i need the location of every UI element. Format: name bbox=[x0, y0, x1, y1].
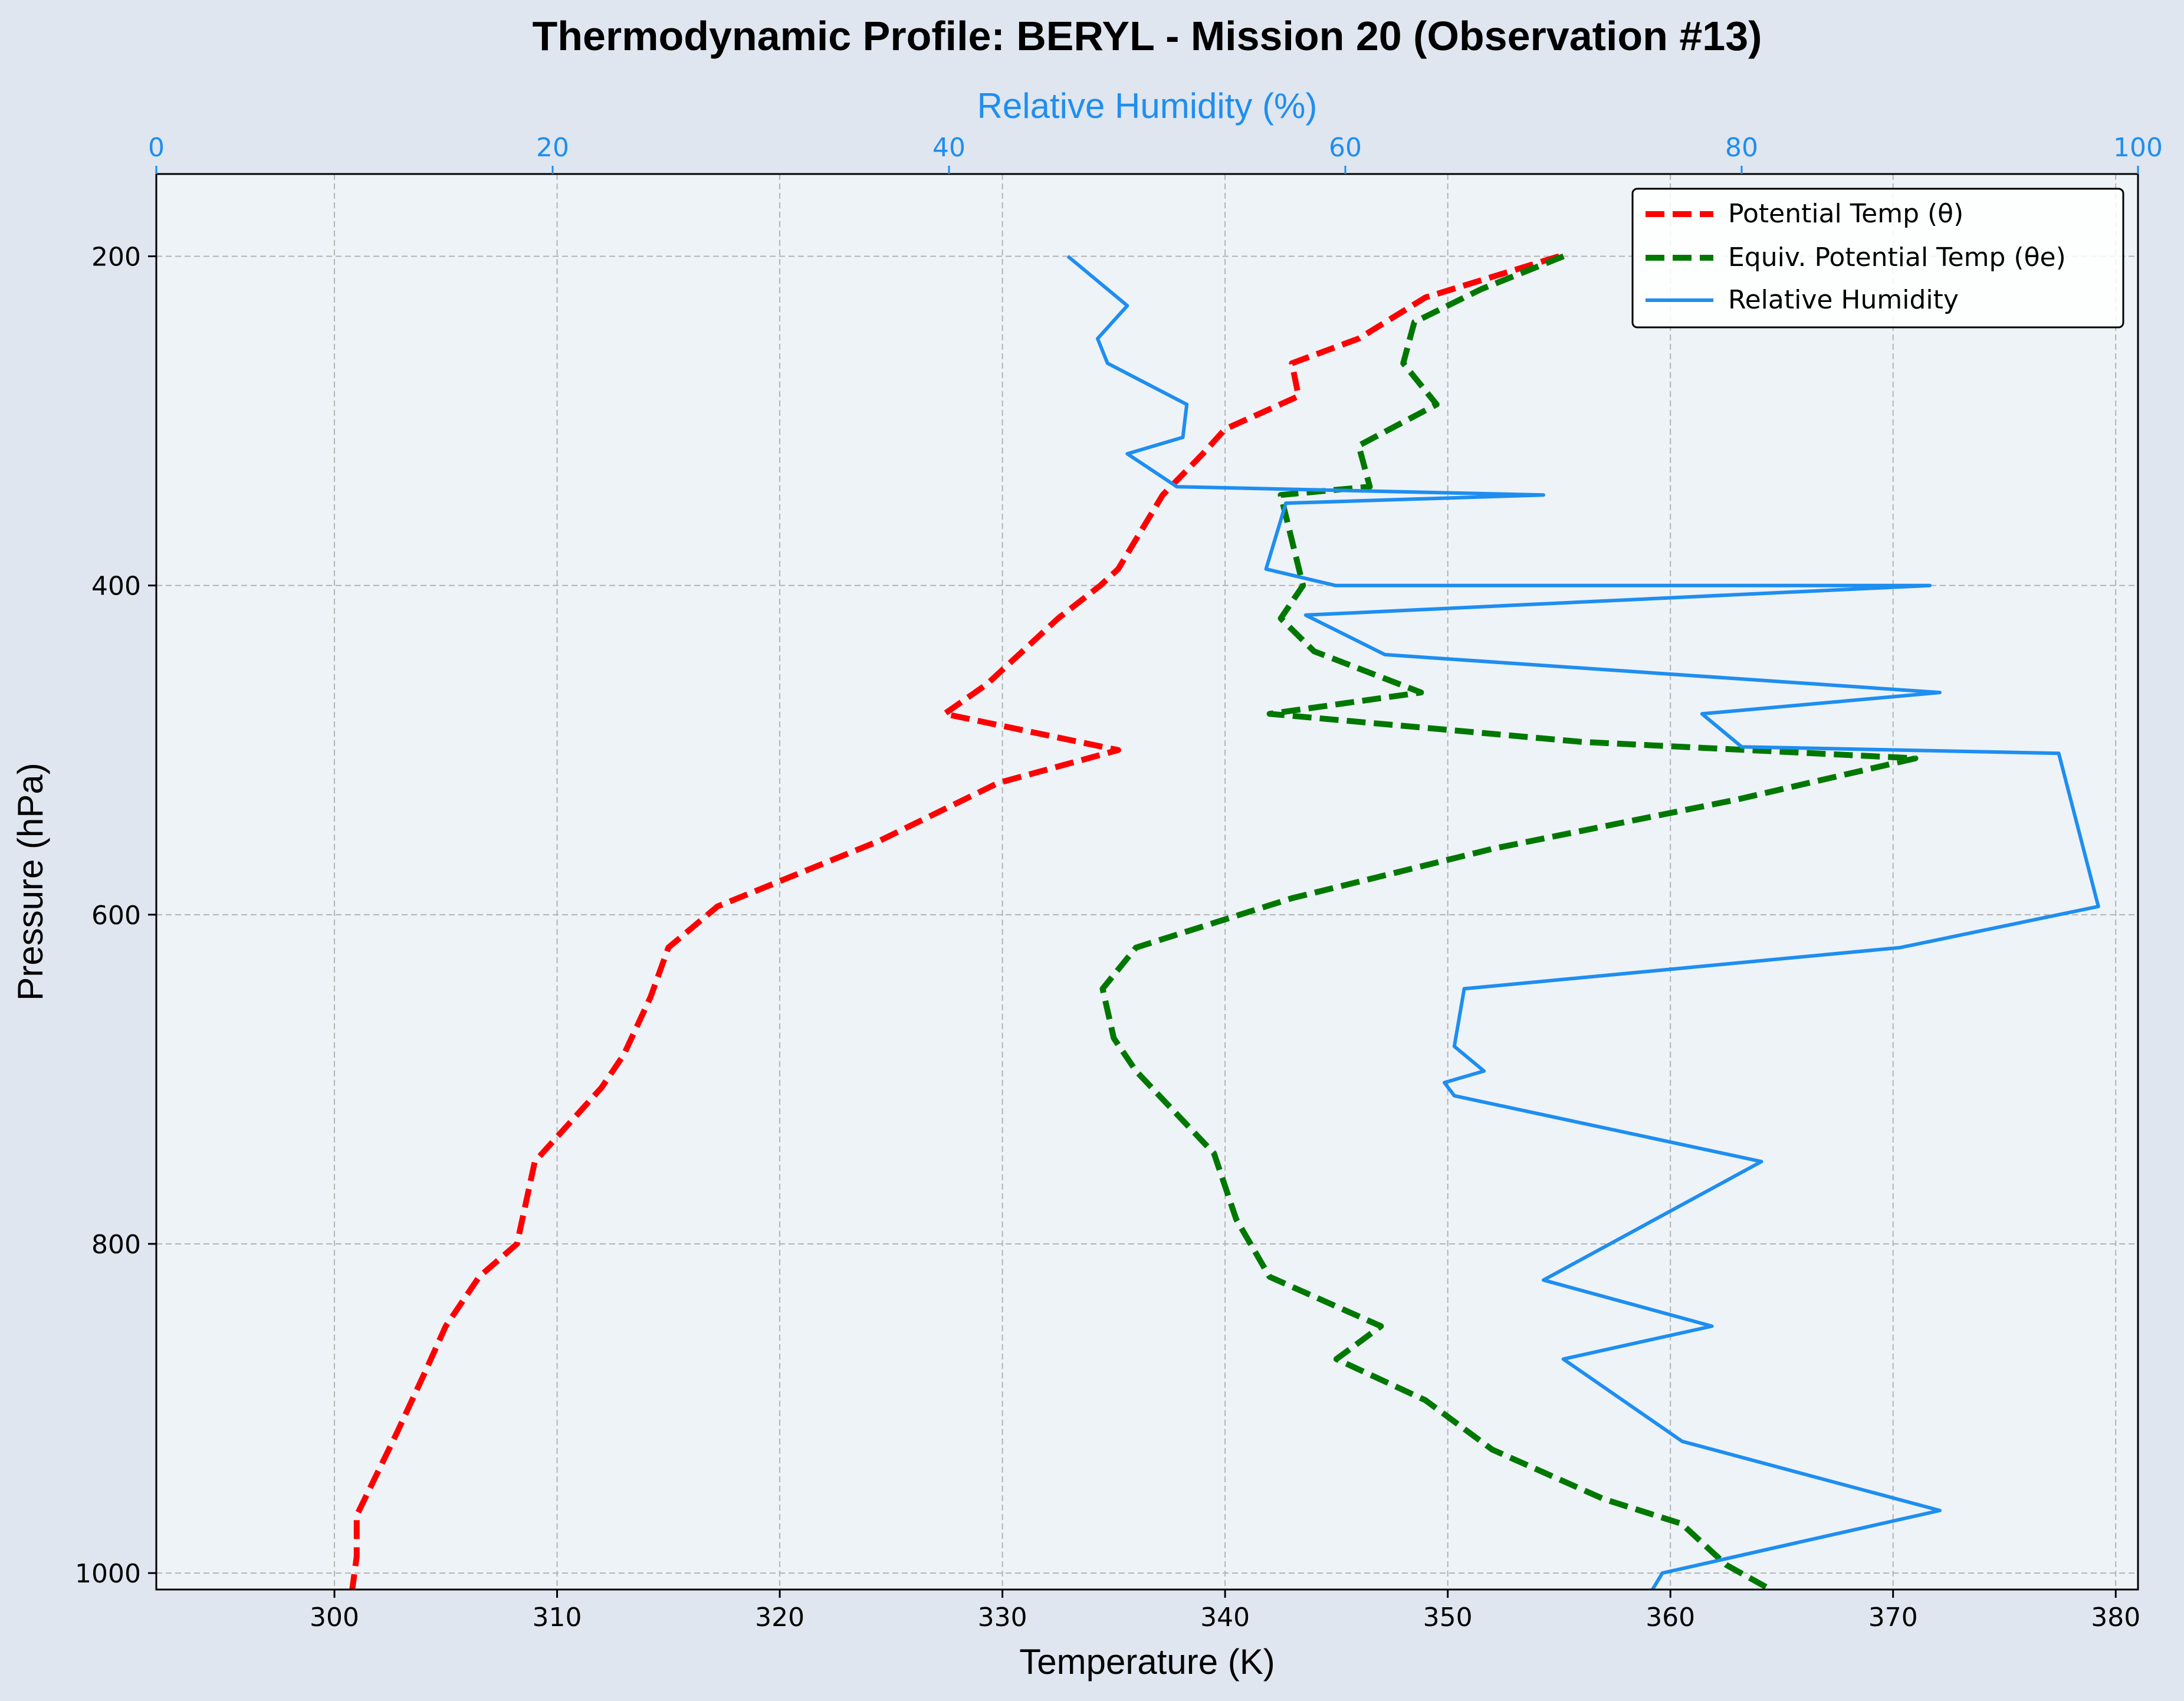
chart-title: Thermodynamic Profile: BERYL - Mission 2… bbox=[533, 13, 1762, 59]
grid-lines bbox=[156, 174, 2138, 1590]
y-axis-label: Pressure (hPa) bbox=[11, 763, 50, 1000]
series-line-2 bbox=[1066, 255, 2100, 1590]
legend-label-relative-humidity: Relative Humidity bbox=[1728, 285, 1959, 315]
y-tick-label: 600 bbox=[91, 901, 141, 931]
legend: Potential Temp (θ) Equiv. Potential Temp… bbox=[1631, 188, 2124, 329]
x-tick-label: 340 bbox=[1200, 1603, 1250, 1633]
x-tick-label: 300 bbox=[310, 1603, 359, 1633]
x2-tick-label: 80 bbox=[1725, 133, 1758, 163]
y-tick-label: 400 bbox=[91, 572, 141, 602]
x2-tick-label: 100 bbox=[2113, 133, 2163, 163]
legend-label-theta: Potential Temp (θ) bbox=[1728, 199, 1963, 229]
x2-tick-label: 20 bbox=[536, 133, 569, 163]
x2-tick-label: 0 bbox=[148, 133, 165, 163]
x-tick-label: 330 bbox=[978, 1603, 1027, 1633]
axes: 300 310 320 330 340 350 360 370 3802004006008001… bbox=[75, 133, 2163, 1633]
legend-box bbox=[1631, 188, 2124, 329]
x-tick-label: 320 bbox=[755, 1603, 804, 1633]
legend-label-theta-e: Equiv. Potential Temp (θe) bbox=[1728, 242, 2066, 272]
plot-area bbox=[156, 174, 2138, 1590]
x2-tick-label: 40 bbox=[932, 133, 965, 163]
x-tick-label: 310 bbox=[533, 1603, 582, 1633]
series-lines bbox=[349, 253, 2100, 1590]
x-tick-label: 350 bbox=[1423, 1603, 1473, 1633]
x2-axis-label: Relative Humidity (%) bbox=[977, 86, 1318, 126]
x-tick-label: 370 bbox=[1868, 1603, 1918, 1633]
series-line-0 bbox=[349, 253, 1560, 1590]
y-tick-label: 200 bbox=[91, 242, 141, 272]
x-axis-label: Temperature (K) bbox=[1019, 1642, 1275, 1682]
y-tick-label: 1000 bbox=[75, 1559, 141, 1589]
x-tick-label: 360 bbox=[1646, 1603, 1695, 1633]
x-tick-label: 380 bbox=[2091, 1603, 2140, 1633]
x2-tick-label: 60 bbox=[1329, 133, 1362, 163]
plot-frame bbox=[155, 173, 2139, 1591]
series-line-1 bbox=[1099, 253, 1919, 1590]
y-tick-label: 800 bbox=[91, 1230, 141, 1260]
